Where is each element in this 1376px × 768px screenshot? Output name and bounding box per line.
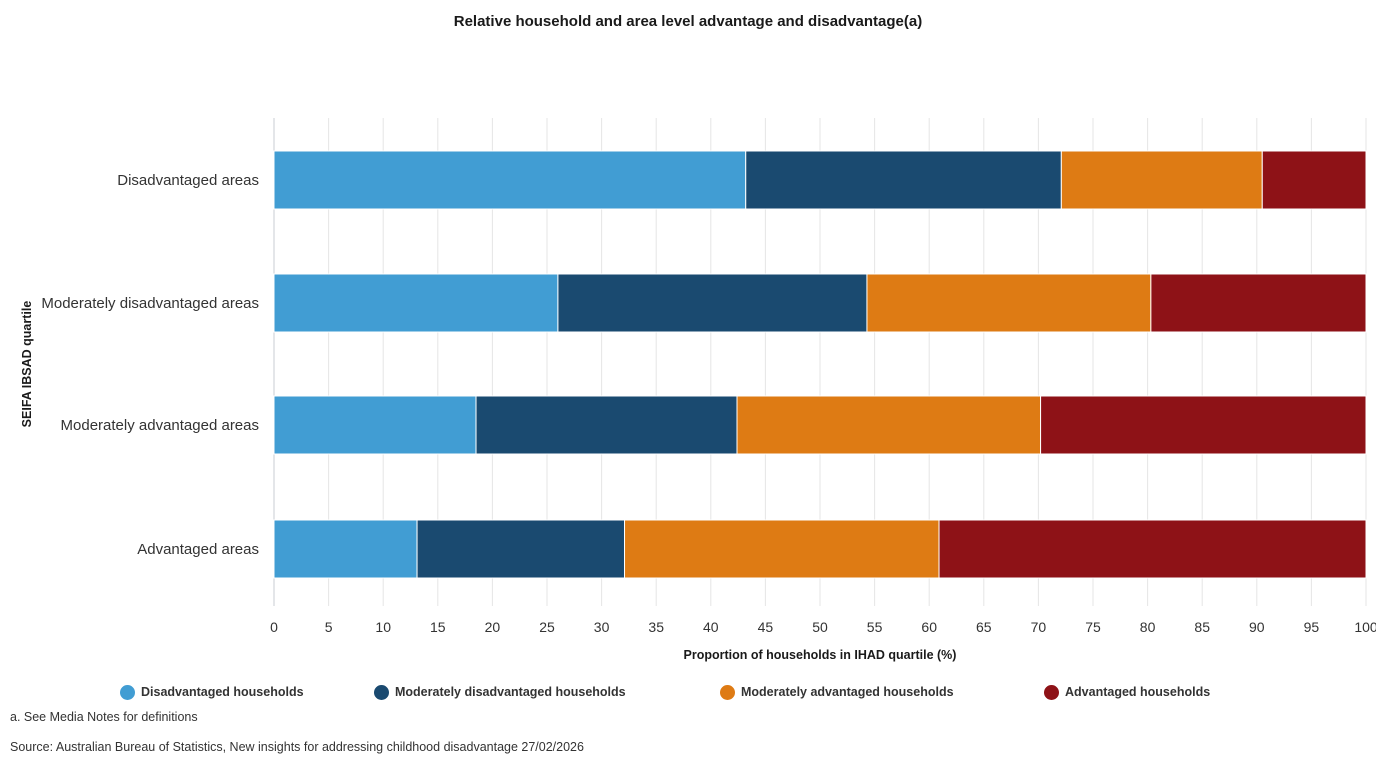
- x-tick-label: 55: [867, 619, 883, 635]
- x-tick-label: 40: [703, 619, 719, 635]
- category-label: Moderately disadvantaged areas: [41, 295, 259, 312]
- x-tick-label: 60: [921, 619, 937, 635]
- category-label: Advantaged areas: [137, 541, 259, 558]
- bar-segment[interactable]: [1060, 150, 1263, 210]
- x-tick-label: 50: [812, 619, 828, 635]
- bar-segment[interactable]: [273, 273, 559, 333]
- bar-segment[interactable]: [273, 150, 747, 210]
- legend-label: Advantaged households: [1065, 685, 1211, 699]
- legend-swatch-icon: [720, 684, 735, 700]
- category-label: Disadvantaged areas: [117, 172, 259, 189]
- y-axis-title: SEIFA IBSAD quartile: [20, 301, 34, 428]
- bar-segment[interactable]: [475, 395, 738, 455]
- x-tick-label: 5: [325, 619, 333, 635]
- legend: Disadvantaged households Moderately disa…: [0, 682, 1376, 706]
- x-tick-label: 10: [375, 619, 391, 635]
- legend-swatch-icon: [374, 684, 389, 700]
- x-tick-label: 80: [1140, 619, 1156, 635]
- bar-segment[interactable]: [416, 519, 626, 579]
- x-tick-label: 95: [1304, 619, 1320, 635]
- bar-segment[interactable]: [745, 150, 1062, 210]
- bar-segment[interactable]: [624, 519, 940, 579]
- x-tick-label: 20: [485, 619, 501, 635]
- bar-segment[interactable]: [938, 519, 1367, 579]
- bars: [273, 150, 1367, 579]
- category-labels: Disadvantaged areas Moderately disadvanta…: [41, 172, 259, 558]
- bar-segment[interactable]: [273, 395, 477, 455]
- bar-segment[interactable]: [736, 395, 1042, 455]
- x-tick-label: 90: [1249, 619, 1265, 635]
- legend-label: Moderately advantaged households: [741, 685, 954, 699]
- bar-segment[interactable]: [1040, 395, 1367, 455]
- footnote: a. See Media Notes for definitions: [10, 710, 198, 724]
- bar-segment[interactable]: [1261, 150, 1367, 210]
- x-tick-labels: 0 5 10 15 20 25 30 35 40 45 50 55 60 65 70 75 80 85 90 95 10…: [270, 619, 1376, 635]
- legend-item-advantaged[interactable]: Advantaged households: [1044, 682, 1210, 702]
- x-tick-label: 45: [758, 619, 774, 635]
- category-label: Moderately advantaged areas: [61, 417, 259, 434]
- source-note: Source: Australian Bureau of Statistics,…: [10, 740, 584, 754]
- x-tick-label: 70: [1031, 619, 1047, 635]
- legend-item-disadvantaged[interactable]: Disadvantaged households: [120, 682, 304, 702]
- legend-swatch-icon: [1044, 684, 1059, 700]
- chart: Relative household and area level advant…: [20, 13, 1376, 662]
- x-tick-label: 25: [539, 619, 555, 635]
- x-tick-label: 85: [1194, 619, 1210, 635]
- x-tick-label: 65: [976, 619, 992, 635]
- bar-segment[interactable]: [273, 519, 418, 579]
- bar-segment[interactable]: [1150, 273, 1367, 333]
- x-tick-label: 0: [270, 619, 278, 635]
- x-tick-label: 100: [1354, 619, 1376, 635]
- x-tick-label: 30: [594, 619, 610, 635]
- legend-label: Moderately disadvantaged households: [395, 685, 626, 699]
- x-tick-label: 35: [648, 619, 664, 635]
- legend-label: Disadvantaged households: [141, 685, 304, 699]
- x-tick-label: 75: [1085, 619, 1101, 635]
- legend-swatch-icon: [120, 684, 135, 700]
- legend-item-moderately-disadvantaged[interactable]: Moderately disadvantaged households: [374, 682, 626, 702]
- x-axis-title: Proportion of households in IHAD quartil…: [684, 648, 957, 662]
- bar-segment[interactable]: [557, 273, 868, 333]
- legend-item-moderately-advantaged[interactable]: Moderately advantaged households: [720, 682, 954, 702]
- x-tick-label: 15: [430, 619, 446, 635]
- bar-segment[interactable]: [866, 273, 1152, 333]
- chart-title: Relative household and area level advant…: [454, 13, 923, 30]
